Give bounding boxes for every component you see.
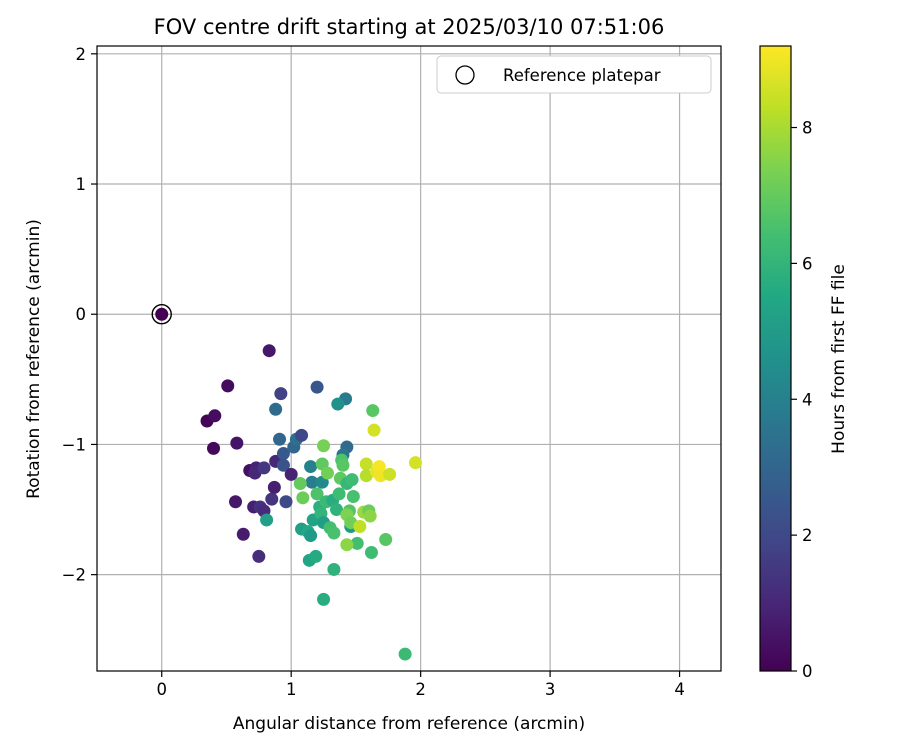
data-point: [359, 469, 373, 483]
data-point: [295, 428, 309, 442]
data-point: [398, 647, 412, 661]
data-point: [383, 467, 397, 481]
data-point: [320, 466, 334, 480]
data-point: [208, 409, 222, 423]
data-point: [293, 477, 307, 490]
data-point: [310, 380, 324, 394]
data-point: [269, 402, 283, 416]
data-point: [379, 532, 393, 546]
x-tick-label: 0: [156, 680, 167, 699]
data-point: [367, 423, 381, 437]
data-point: [265, 492, 279, 506]
x-tick-label: 1: [286, 680, 297, 699]
legend-label: Reference platepar: [503, 66, 661, 85]
colorbar-tick-label: 2: [802, 526, 813, 545]
data-point: [363, 509, 377, 523]
data-point: [317, 592, 331, 606]
data-point: [236, 527, 250, 541]
data-point: [207, 441, 221, 455]
data-points: [155, 307, 422, 661]
data-point: [309, 549, 323, 563]
data-point: [408, 456, 422, 470]
legend: Reference platepar: [436, 55, 712, 94]
colorbar-tick-label: 0: [802, 662, 813, 681]
data-point: [332, 487, 346, 501]
plot-area: 0 1 2 3 4 −2 −1 0 1 2: [62, 45, 722, 699]
data-point: [331, 397, 345, 411]
x-tick-label: 4: [674, 680, 685, 699]
data-point: [366, 404, 380, 418]
data-point: [155, 307, 169, 321]
data-point: [262, 344, 276, 358]
data-point: [279, 495, 293, 509]
data-point: [336, 458, 350, 472]
data-point: [310, 487, 324, 501]
y-tick-label: −1: [62, 435, 86, 454]
data-point: [353, 519, 367, 533]
x-tick-label: 3: [545, 680, 556, 699]
grid-lines: [97, 46, 721, 671]
data-point: [364, 546, 378, 560]
colorbar-tick-label: 4: [802, 390, 813, 409]
y-tick-label: −2: [62, 566, 86, 585]
data-point: [260, 513, 274, 527]
data-point: [230, 436, 244, 450]
colorbar-ticks: 0 2 4 6 8: [791, 119, 813, 681]
colorbar-tick-label: 8: [802, 119, 813, 138]
colorbar-label: Hours from first FF file: [829, 264, 849, 454]
colorbar-gradient: [760, 46, 791, 671]
data-point: [317, 439, 331, 453]
data-point: [276, 447, 290, 461]
colorbar: 0 2 4 6 8 Hours from first FF file: [759, 45, 849, 681]
y-tick-label: 2: [76, 45, 87, 64]
y-tick-label: 1: [76, 175, 87, 194]
data-point: [252, 549, 266, 563]
data-point: [257, 461, 271, 475]
colorbar-tick-label: 6: [802, 254, 813, 273]
legend-reference-marker: [455, 65, 475, 85]
data-point: [276, 458, 290, 472]
data-point: [274, 387, 288, 401]
x-axis-ticks: 0 1 2 3 4: [156, 671, 685, 699]
y-axis-ticks: −2 −1 0 1 2: [62, 45, 97, 585]
data-point: [327, 562, 341, 576]
data-point: [305, 475, 319, 489]
data-point: [340, 538, 354, 552]
data-point: [267, 480, 281, 494]
y-tick-label: 0: [76, 305, 87, 324]
data-point: [296, 491, 310, 505]
data-point: [304, 529, 318, 543]
data-point: [327, 526, 341, 540]
y-axis-label: Rotation from reference (arcmin): [24, 219, 44, 499]
plot-frame: [96, 45, 722, 672]
data-point: [284, 467, 298, 481]
data-point: [221, 379, 235, 393]
data-point: [229, 495, 243, 509]
x-axis-label: Angular distance from reference (arcmin): [233, 714, 585, 734]
x-tick-label: 2: [415, 680, 426, 699]
reference-marker: [151, 304, 172, 325]
legend-box: [436, 55, 712, 94]
reference-platepar-marker: [151, 304, 172, 325]
data-point: [273, 432, 287, 446]
chart-title: FOV centre drift starting at 2025/03/10 …: [154, 15, 665, 39]
data-point: [346, 490, 360, 504]
data-point: [345, 473, 359, 487]
data-point: [350, 536, 364, 550]
colorbar-frame: [759, 45, 792, 672]
data-point: [330, 503, 344, 517]
data-point: [359, 457, 373, 471]
data-point: [304, 460, 318, 474]
